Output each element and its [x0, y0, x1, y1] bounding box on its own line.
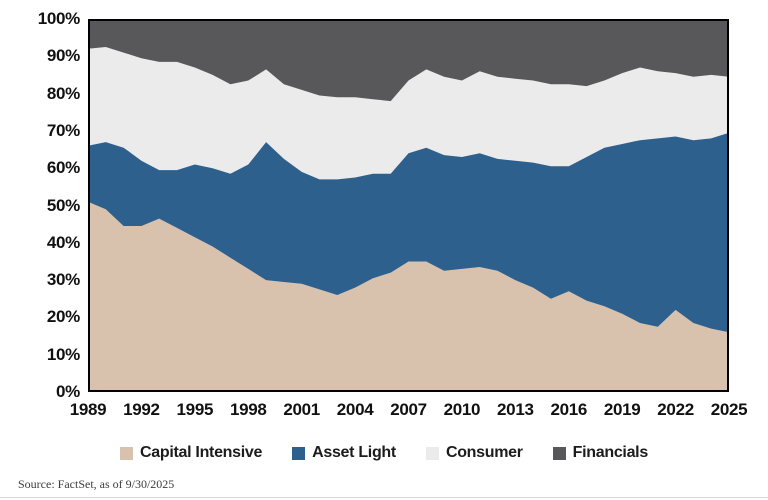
- x-axis-label: 2025: [710, 400, 748, 419]
- legend-label: Consumer: [445, 444, 523, 461]
- y-axis-label: 30%: [46, 270, 80, 290]
- x-axis-label: 1995: [176, 400, 214, 419]
- chart-legend: Capital Intensive Asset Light Consumer Fina…: [0, 442, 768, 464]
- y-axis-label: 40%: [46, 232, 80, 252]
- y-axis-label: 80%: [46, 83, 80, 103]
- y-axis-label: 60%: [46, 158, 80, 178]
- y-axis-label: 20%: [46, 307, 80, 327]
- legend-label: Asset Light: [312, 444, 396, 461]
- stacked-area-plot: [88, 19, 729, 392]
- y-axis-label: 10%: [46, 344, 80, 364]
- legend-swatch-icon: [292, 446, 306, 460]
- y-axis-label: 0%: [56, 382, 80, 401]
- y-axis-label: 50%: [46, 195, 80, 215]
- x-axis-label: 1992: [123, 400, 160, 419]
- footer-divider: [0, 497, 768, 498]
- legend-item: Asset Light: [292, 444, 396, 462]
- legend-item: Financials: [552, 444, 649, 462]
- legend-item: Capital Intensive: [120, 444, 262, 462]
- area-capital-intensive: [88, 201, 729, 392]
- legend-swatch-icon: [425, 446, 439, 460]
- y-axis-label: 90%: [46, 46, 80, 66]
- x-axis-label: 2004: [336, 400, 374, 419]
- x-axis-label: 1998: [229, 400, 267, 419]
- plot-border: [88, 19, 729, 392]
- x-axis-label: 1989: [69, 400, 107, 419]
- y-axis-label: 70%: [46, 120, 80, 140]
- x-axis-label: 2010: [443, 400, 481, 419]
- source-note: Source: FactSet, as of 9/30/2025: [18, 477, 175, 491]
- legend-swatch-icon: [552, 446, 566, 460]
- x-axis-label: 2016: [550, 400, 588, 419]
- x-axis-label: 2019: [603, 400, 641, 419]
- x-axis-label: 2013: [497, 400, 534, 419]
- x-axis-label: 2007: [390, 400, 427, 419]
- x-axis-label: 2022: [657, 400, 694, 419]
- y-axis-label: 100%: [37, 9, 81, 28]
- x-axis-label: 2001: [283, 400, 320, 419]
- legend-label: Capital Intensive: [140, 444, 263, 461]
- legend-swatch-icon: [120, 446, 134, 460]
- legend-item: Consumer: [425, 444, 523, 462]
- legend-label: Financials: [572, 444, 649, 461]
